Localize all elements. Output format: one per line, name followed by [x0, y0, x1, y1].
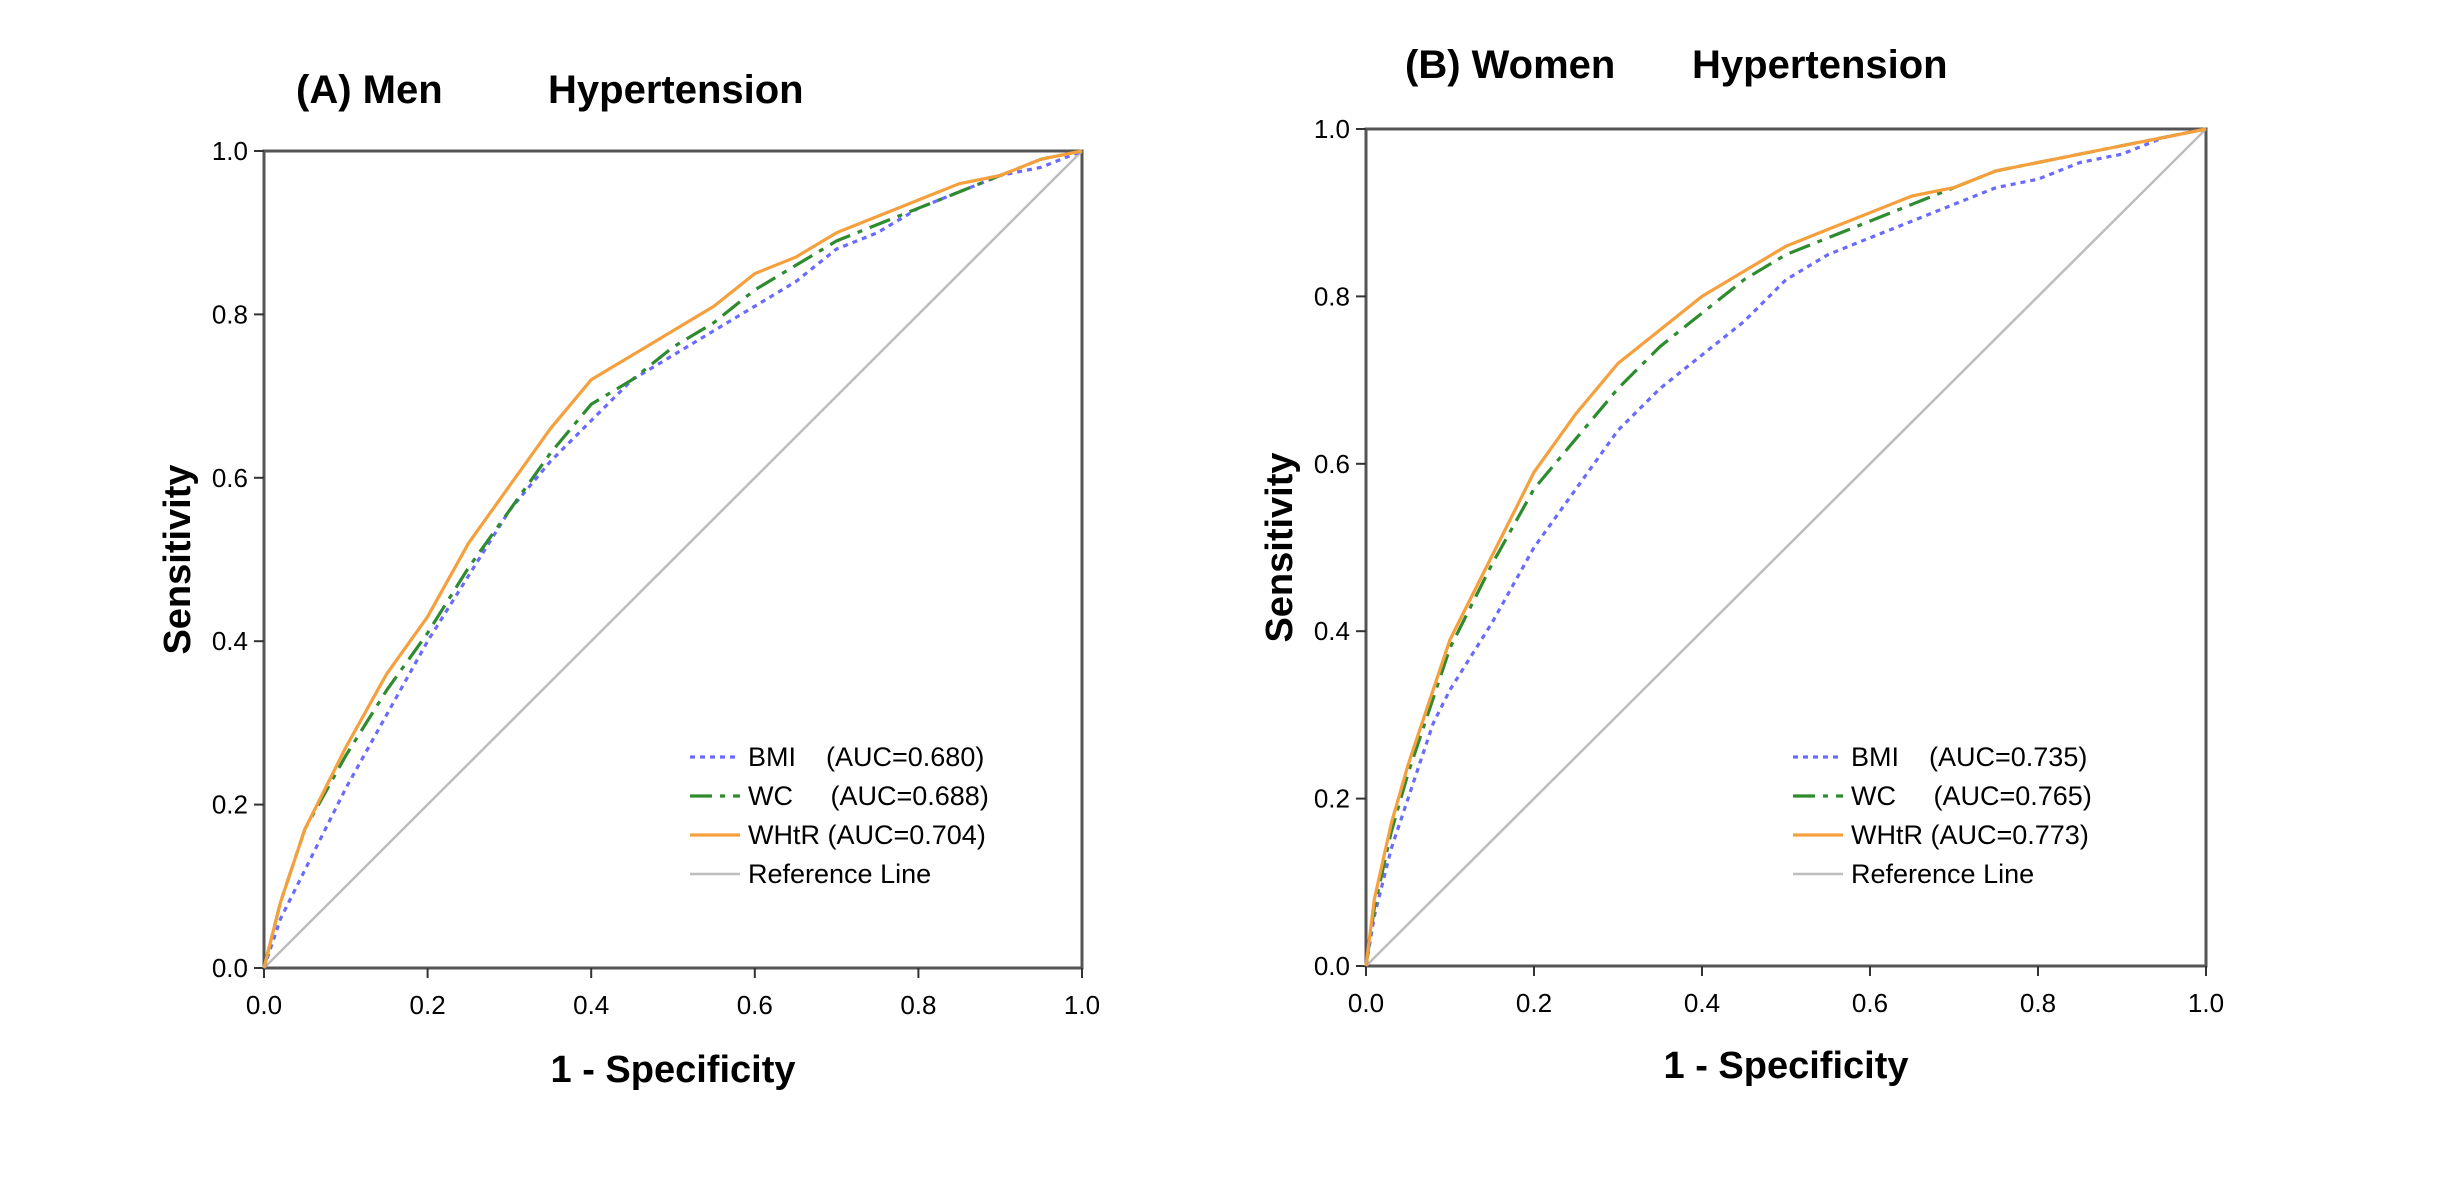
men-x-tick-label: 0.8 [900, 990, 936, 1020]
men-y-tick-label: 0.2 [212, 790, 248, 820]
women-legend-label-wc: WC (AUC=0.765) [1851, 781, 2092, 811]
women-legend-label-reference-line: Reference Line [1851, 859, 2034, 889]
men-x-tick-label: 0.4 [573, 990, 609, 1020]
women-y-axis-label: Sensitivity [1259, 452, 1301, 642]
men-outcome-title: Hypertension [548, 68, 804, 112]
men-x-axis-label: 1 - Specificity [551, 1049, 796, 1091]
men-legend-label-whtr: WHtR (AUC=0.704) [748, 820, 986, 850]
men-plot-frame [262, 149, 1084, 970]
women-y-tick-label: 0.8 [1314, 281, 1350, 311]
women-y-tick-label: 0.2 [1314, 784, 1350, 814]
women-x-tick-label: 0.8 [2020, 988, 2056, 1018]
women-x-tick-label: 1.0 [2188, 988, 2224, 1018]
men-panel-title: (A) Men [296, 68, 443, 112]
men-y-tick-label: 0.4 [212, 626, 248, 656]
women-plot-frame [1364, 127, 2208, 968]
men-y-tick-label: 0.6 [212, 463, 248, 493]
men-y-axis-label: Sensitivity [157, 464, 199, 654]
men-wc-curve [262, 149, 1083, 969]
men-legend-label-wc: WC (AUC=0.688) [748, 781, 989, 811]
women-x-tick-label: 0.2 [1516, 988, 1552, 1018]
men-x-tick-label: 0.6 [737, 990, 773, 1020]
women-panel-title: (B) Women [1405, 43, 1615, 87]
women-reference-line-curve [1365, 128, 2207, 967]
women-x-tick-label: 0.6 [1852, 988, 1888, 1018]
women-x-tick-label: 0.4 [1684, 988, 1720, 1018]
men-legend-label-bmi: BMI (AUC=0.680) [748, 742, 984, 772]
men-legend-label-reference-line: Reference Line [748, 859, 931, 889]
men-bmi-curve [262, 149, 1083, 969]
men-y-tick-label: 0.0 [212, 953, 248, 983]
men-x-tick-label: 1.0 [1064, 990, 1100, 1020]
women-y-tick-label: 0.4 [1314, 616, 1350, 646]
women-legend-label-bmi: BMI (AUC=0.735) [1851, 742, 2087, 772]
men-x-tick-label: 0.2 [410, 990, 446, 1020]
men-x-tick-label: 0.0 [246, 990, 282, 1020]
men-whtr-curve [262, 149, 1083, 969]
women-legend: BMI (AUC=0.735) WC (AUC=0.765) WHtR (AUC=0… [1793, 742, 2092, 889]
women-y-tick-label: 0.6 [1314, 449, 1350, 479]
women-y-tick-label: 1.0 [1314, 114, 1350, 144]
women-y-tick-label: 0.0 [1314, 951, 1350, 981]
men-reference-line-curve [263, 150, 1083, 969]
women-x-axis-label: 1 - Specificity [1664, 1045, 1909, 1087]
men-y-tick-label: 1.0 [212, 136, 248, 166]
women-x-tick-label: 0.0 [1348, 988, 1384, 1018]
women-legend-label-whtr: WHtR (AUC=0.773) [1851, 820, 2089, 850]
men-y-tick-label: 0.8 [212, 299, 248, 329]
men-legend: BMI (AUC=0.680) WC (AUC=0.688) WHtR (AUC=0… [690, 742, 989, 889]
women-whtr-curve [1364, 127, 2207, 967]
men-roc-panel: (A) Men Hypertension 0.0 0.2 0.4 0.6 0.8 1.0 0.0… [157, 68, 1100, 1091]
women-roc-panel: (B) Women Hypertension 0.0 0.2 0.4 0.6 0.8 1.0 0… [1259, 43, 2224, 1087]
women-outcome-title: Hypertension [1692, 43, 1948, 87]
